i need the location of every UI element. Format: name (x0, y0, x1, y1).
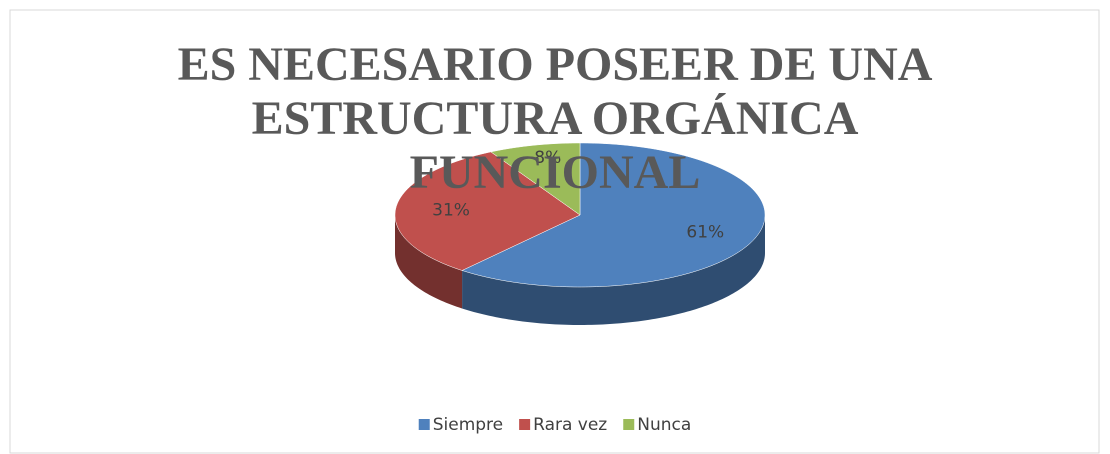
slice-side (462, 215, 765, 325)
slice-side (395, 215, 463, 309)
legend-swatch (623, 419, 635, 430)
slice (394, 151, 581, 271)
legend-label: Siempre (433, 415, 503, 435)
chart-title: ES NECESARIO POSEER DE UNA ESTRUCTURA OR… (177, 38, 933, 199)
slice (490, 142, 581, 216)
data-label: 8% (534, 148, 561, 168)
data-label: 31% (432, 200, 470, 220)
legend-label: Rara vez (533, 415, 607, 435)
data-label: 61% (686, 223, 724, 243)
legend-swatch (418, 419, 430, 430)
legend-swatch (519, 419, 531, 430)
chart-border (9, 9, 1100, 454)
slice (461, 142, 766, 288)
legend-label: Nunca (637, 415, 691, 435)
